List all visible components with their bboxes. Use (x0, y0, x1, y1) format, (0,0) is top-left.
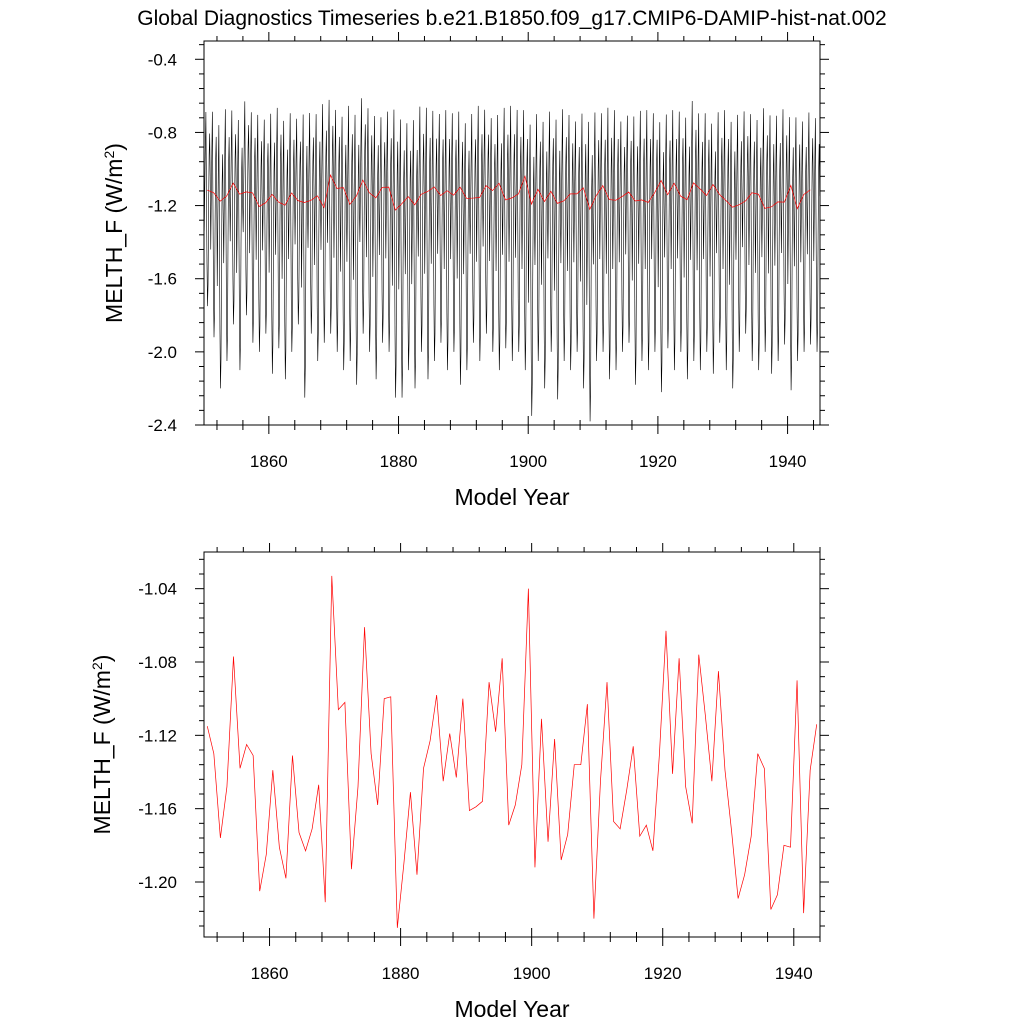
annual-mean-series-line (207, 173, 811, 211)
x-tick-label: 1860 (251, 964, 289, 983)
figure-title: Global Diagnostics Timeseries b.e21.B185… (137, 7, 886, 30)
y-tick-label: -1.6 (148, 270, 177, 289)
x-tick-label: 1900 (509, 452, 547, 471)
x-axis-label: Model Year (454, 996, 569, 1022)
x-tick-label: 1940 (769, 452, 807, 471)
top-panel-timeseries: 1860 1880 1900 1920 1940 -0.4 -0.8 -1.2 -1.6 -2.0… (101, 32, 829, 510)
y-axis-label: MELTH_F (W/m2) (101, 143, 127, 323)
y-tick-label: -1.12 (138, 726, 177, 745)
y-tick-label: -2.4 (148, 416, 177, 435)
plot-frame (203, 40, 821, 426)
x-tick-label: 1940 (775, 964, 813, 983)
x-tick-label: 1880 (382, 964, 420, 983)
y-tick-label: -1.20 (138, 873, 177, 892)
plot-frame (203, 551, 821, 938)
x-tick-label: 1920 (639, 452, 677, 471)
y-tick-label: -2.0 (148, 343, 177, 362)
y-tick-label: -1.2 (148, 197, 177, 216)
x-tick-label: 1860 (250, 452, 288, 471)
bottom-panel-annual-mean: 1860 1880 1900 1920 1940 -1.04 -1.08 -1.12 -1.16… (89, 543, 829, 1022)
y-tick-label: -0.4 (148, 50, 177, 69)
monthly-series-line (203, 98, 821, 422)
x-tick-label: 1880 (380, 452, 418, 471)
y-tick-label: -0.8 (148, 123, 177, 142)
y-axis-label: MELTH_F (W/m2) (89, 655, 115, 835)
y-tick-label: -1.04 (138, 580, 177, 599)
annual-mean-series-line (206, 575, 818, 928)
y-tick-label: -1.08 (138, 653, 177, 672)
y-tick-label: -1.16 (138, 800, 177, 819)
x-tick-label: 1920 (644, 964, 682, 983)
x-tick-label: 1900 (513, 964, 551, 983)
x-axis-label: Model Year (454, 484, 569, 510)
